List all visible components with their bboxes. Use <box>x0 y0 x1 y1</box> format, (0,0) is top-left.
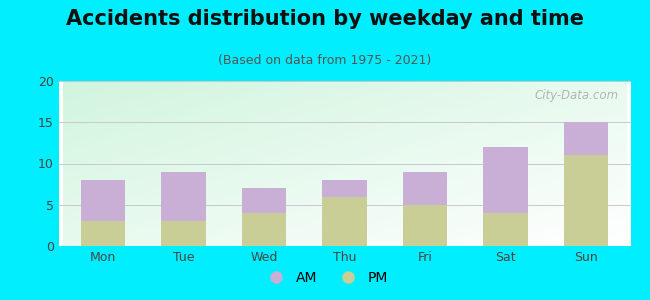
Text: Accidents distribution by weekday and time: Accidents distribution by weekday and ti… <box>66 9 584 29</box>
Bar <box>322 196 367 246</box>
Bar <box>564 122 608 155</box>
Bar <box>403 205 447 246</box>
Bar <box>403 172 447 205</box>
Legend: AM, PM: AM, PM <box>257 265 393 290</box>
Bar <box>484 213 528 246</box>
Bar <box>564 155 608 246</box>
Bar <box>242 188 286 213</box>
Bar <box>161 221 205 246</box>
Bar <box>161 172 205 221</box>
Bar <box>81 221 125 246</box>
Bar <box>81 180 125 221</box>
Bar <box>242 213 286 246</box>
Text: (Based on data from 1975 - 2021): (Based on data from 1975 - 2021) <box>218 54 432 67</box>
Text: City-Data.com: City-Data.com <box>535 89 619 102</box>
Bar <box>484 147 528 213</box>
Bar <box>322 180 367 196</box>
